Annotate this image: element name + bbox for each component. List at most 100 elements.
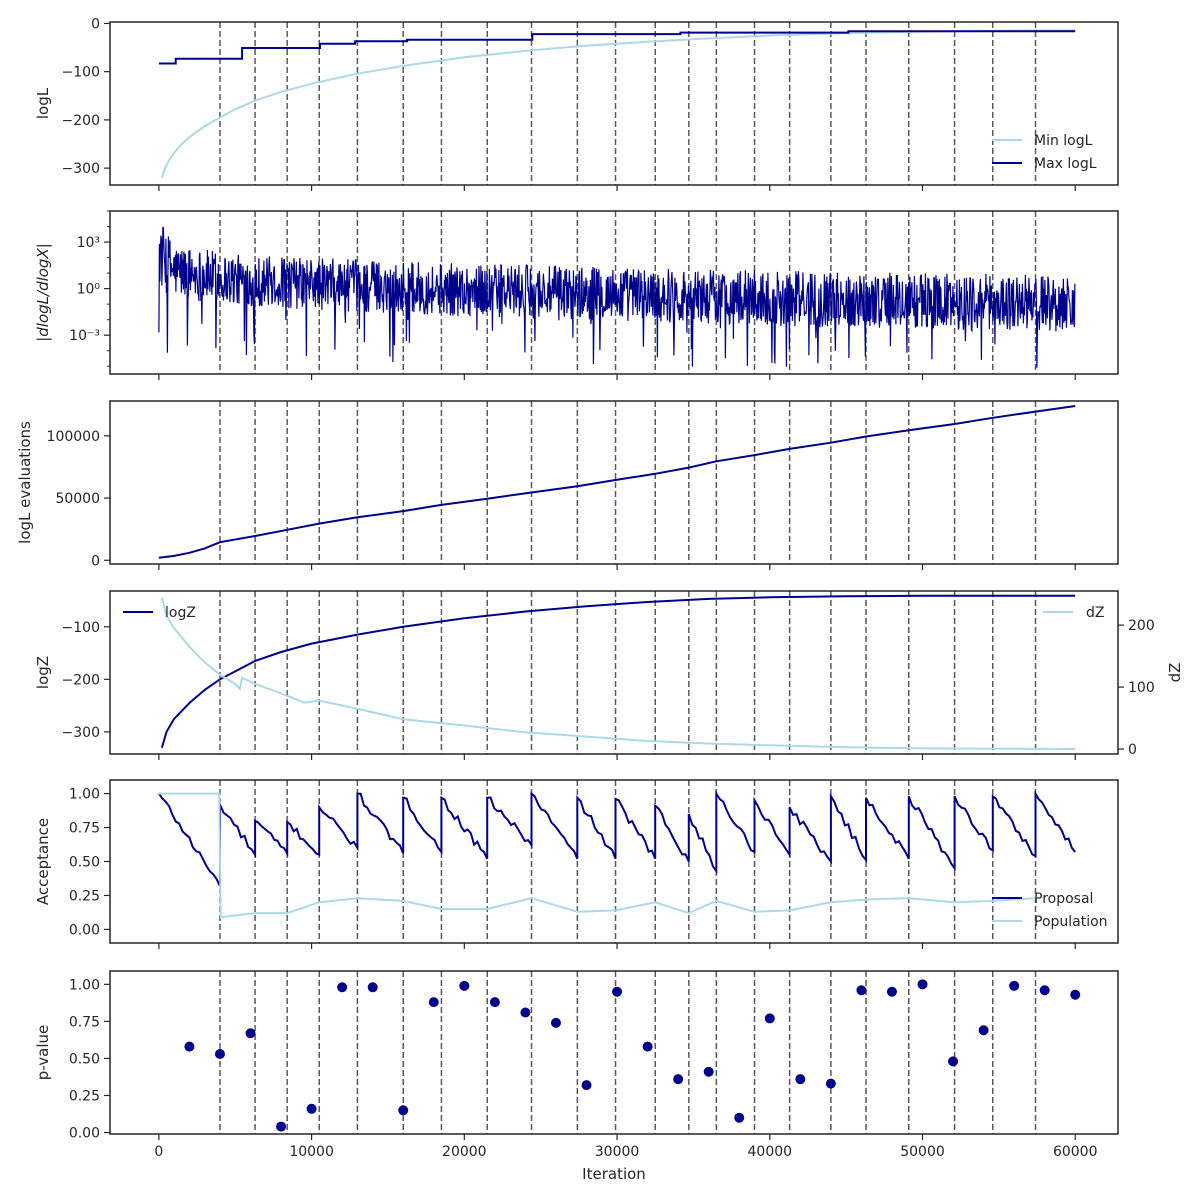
point-13 <box>550 1017 561 1028</box>
x-tick-label: 50000 <box>900 1144 945 1160</box>
y-tick-label: 10⁻³ <box>69 328 100 344</box>
y-tick-label: 0 <box>91 553 100 569</box>
point-23 <box>856 985 867 996</box>
series-dz <box>160 596 1076 750</box>
series-max-logl <box>158 30 1076 65</box>
y-axis-label: p-value <box>34 1025 52 1081</box>
y-right-axis-label: dZ <box>1166 663 1184 683</box>
series-population <box>158 792 1036 919</box>
y-tick-label: −100 <box>62 620 100 636</box>
y-tick-label: 50000 <box>55 491 100 507</box>
point-15 <box>612 986 623 997</box>
y-right-tick-label: 200 <box>1128 618 1155 634</box>
y-tick-label: −100 <box>62 65 100 81</box>
y-tick-label: 0.50 <box>69 855 100 871</box>
panel-6: 0 10000 20000 30000 40000 50000 60000 1.00 0.75 0… <box>34 970 1119 1183</box>
y-axis-label: |dlogL/dlogX| <box>34 243 52 342</box>
series-logz <box>160 594 1076 748</box>
y-tick-label: 0 <box>91 16 100 32</box>
point-10 <box>459 980 470 991</box>
x-tick-label: 10000 <box>289 1144 334 1160</box>
point-28 <box>1009 980 1020 991</box>
point-8 <box>398 1105 409 1116</box>
point-17 <box>673 1074 684 1085</box>
panel-1: 0 −100 −200 −300 logL Min logL Max logL <box>34 16 1119 191</box>
panel-2: 10³ 10⁰ 10⁻³ |dlogL/dlogX| <box>34 210 1119 380</box>
x-tick-label: 30000 <box>595 1144 640 1160</box>
point-2 <box>214 1048 225 1059</box>
series-proposal <box>158 789 1076 887</box>
y-tick-label: 0.00 <box>69 922 100 938</box>
legend-label: Population <box>1034 914 1108 930</box>
y-axis-label: logL evaluations <box>16 421 34 544</box>
y-right-tick-label: 0 <box>1128 742 1137 758</box>
y-right-tick-label: 100 <box>1128 680 1155 696</box>
point-3 <box>245 1028 256 1039</box>
series-dlogl <box>158 226 1076 368</box>
y-tick-label: 1.00 <box>69 787 100 803</box>
point-29 <box>1039 985 1050 996</box>
y-tick-label: −200 <box>62 672 100 688</box>
point-19 <box>734 1112 745 1123</box>
point-6 <box>337 982 348 993</box>
point-4 <box>276 1121 287 1132</box>
y-tick-label: −200 <box>62 113 100 129</box>
panel-5: 1.00 0.75 0.50 0.25 0.00 Acceptance Proposal Po… <box>34 779 1119 949</box>
x-axis-label: Iteration <box>582 1165 646 1183</box>
x-tick-label: 0 <box>154 1144 163 1160</box>
point-20 <box>764 1013 775 1024</box>
legend: Min logL Max logL <box>992 133 1097 172</box>
series-1 <box>158 405 1076 559</box>
y-tick-label: 0.50 <box>69 1051 100 1067</box>
axes-frame <box>109 210 1119 375</box>
point-18 <box>703 1066 714 1077</box>
legend: logZ <box>123 605 196 621</box>
y-tick-label: 10³ <box>77 235 100 251</box>
legend-label: Min logL <box>1034 133 1093 149</box>
y-tick-label: 10⁰ <box>77 282 101 298</box>
legend-label: Max logL <box>1034 156 1097 172</box>
point-16 <box>642 1041 653 1052</box>
x-tick-label: 20000 <box>442 1144 487 1160</box>
axes-frame <box>109 970 1119 1135</box>
legend: Proposal Population <box>992 891 1108 930</box>
y-tick-label: −300 <box>62 161 100 177</box>
point-9 <box>428 997 439 1008</box>
point-21 <box>795 1074 806 1085</box>
y-tick-label: 0.00 <box>69 1126 100 1142</box>
y-axis-label: logZ <box>34 656 52 689</box>
point-14 <box>581 1080 592 1091</box>
point-11 <box>489 997 500 1008</box>
y-axis-label: Acceptance <box>34 818 52 905</box>
point-5 <box>306 1103 317 1114</box>
x-tick-label: 40000 <box>748 1144 793 1160</box>
point-27 <box>978 1025 989 1036</box>
axes-frame <box>109 779 1119 944</box>
point-30 <box>1070 989 1081 1000</box>
legend-label: dZ <box>1086 605 1104 621</box>
point-7 <box>367 982 378 993</box>
panel-3: 0 50000 100000 logL evaluations <box>16 400 1119 570</box>
legend-right: dZ <box>1043 605 1104 621</box>
point-26 <box>948 1056 959 1067</box>
point-22 <box>825 1078 836 1089</box>
axes-frame <box>109 590 1119 755</box>
panel-4: −100 −200 −300 0 100 200 dZ logZ logZ dZ <box>34 590 1184 760</box>
y-tick-label: 0.75 <box>69 821 100 837</box>
point-1 <box>184 1041 195 1052</box>
point-25 <box>917 979 928 990</box>
x-tick-label: 60000 <box>1053 1144 1098 1160</box>
point-12 <box>520 1007 531 1018</box>
y-tick-label: 0.25 <box>69 888 100 904</box>
y-tick-label: 0.25 <box>69 1088 100 1104</box>
y-tick-label: 100000 <box>47 429 100 445</box>
y-axis-label: logL <box>34 87 52 119</box>
y-tick-label: 1.00 <box>69 977 100 993</box>
series-min-logl <box>160 29 1076 179</box>
legend-label: Proposal <box>1034 891 1093 907</box>
point-24 <box>886 986 897 997</box>
y-tick-label: 0.75 <box>69 1014 100 1030</box>
legend-label: logZ <box>165 605 196 621</box>
axes-frame <box>109 21 1119 186</box>
